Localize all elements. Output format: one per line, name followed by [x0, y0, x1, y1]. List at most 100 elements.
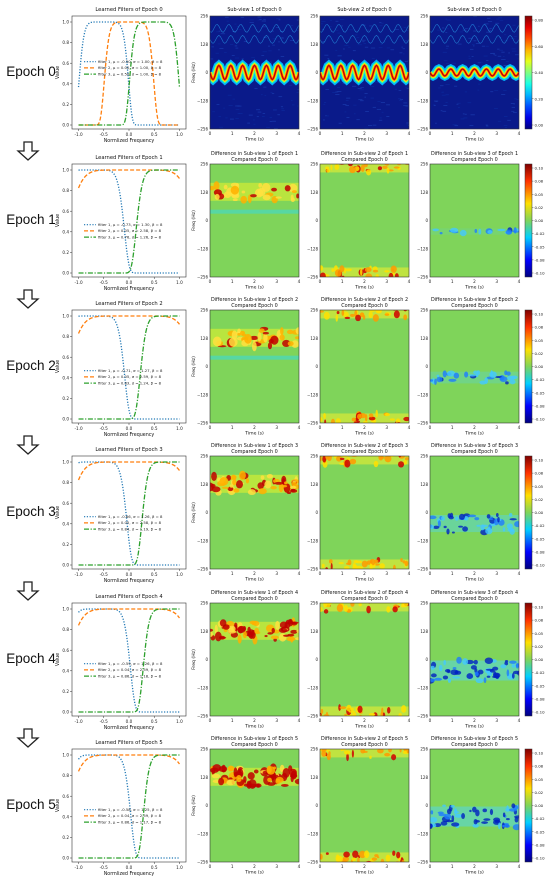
subview-ytick-label: 0	[425, 803, 428, 808]
subview-xlabel: Time (s)	[464, 431, 484, 437]
subview-frame	[319, 748, 410, 863]
filter-ytick-label: 0.4	[62, 229, 69, 234]
subview-texture	[430, 370, 519, 385]
subview-xtick-label: 4	[298, 718, 301, 723]
subview-ylabel: Freq (Hz)	[191, 795, 197, 816]
subview-ytick-label: 128	[200, 775, 208, 780]
subview-xlabel: Time (s)	[464, 577, 484, 583]
subview-panel-3: Difference in Sub-view 3 of Epoch 2Compa…	[417, 297, 521, 437]
colorbar-tick-label: 0.10	[535, 166, 544, 171]
filter-ytick-label: 0.2	[62, 542, 69, 547]
subview-background	[320, 164, 409, 277]
subview-ytick-label: −256	[197, 714, 208, 719]
subview-ytick-label: −128	[197, 246, 208, 251]
diff-neg-band	[430, 228, 519, 235]
filter-3-curve	[78, 461, 180, 566]
subview-ytick-label: 256	[200, 454, 208, 459]
subview-ytick-label: 256	[200, 14, 208, 19]
colorbar-tick-label: -0.05	[535, 829, 546, 834]
subview-title: Difference in Sub-view 3 of Epoch 3	[431, 443, 518, 449]
subview-frame	[319, 455, 410, 570]
subview-ytick-label: 128	[200, 190, 208, 195]
legend-entry-3: filter 3, μ = 0.50, σ = 1.00, β = 8	[98, 71, 162, 76]
subview-panel-2: Difference in Sub-view 2 of Epoch 5Compa…	[307, 736, 411, 876]
colorbar-tick-label: 0.10	[535, 751, 544, 756]
subview-title: Difference in Sub-view 3 of Epoch 2	[431, 297, 518, 303]
filter-ytick-label: 0.8	[62, 188, 69, 193]
subview-xtick-label: 0	[209, 425, 212, 430]
subview-texture	[210, 763, 299, 789]
colorbar-tick-label: 0.08	[535, 471, 544, 476]
subview-title: Compared Epoch 0	[341, 742, 388, 748]
frequency-band	[320, 64, 409, 81]
subview-panel-1: Difference in Sub-view 1 of Epoch 4Compa…	[191, 590, 301, 730]
subview-xtick-label: 0	[319, 425, 322, 430]
filter-ytick-label: 0.8	[62, 334, 69, 339]
colorbar-tick-label: 0.05	[535, 192, 544, 197]
filter-ytick-label: 0.2	[62, 396, 69, 401]
subview-panel-1: Difference in Sub-view 1 of Epoch 1Compa…	[191, 151, 301, 291]
filter-xtick-label: 0.5	[151, 280, 158, 285]
subview-xtick-label: 4	[408, 571, 411, 576]
subview-title: Compared Epoch 0	[341, 303, 388, 309]
subview-xtick-label: 4	[298, 571, 301, 576]
subview-xlabel: Time (s)	[354, 431, 374, 437]
filter-xtick-label: 1.0	[176, 280, 183, 285]
subview-xtick-label: 2	[363, 131, 366, 136]
filter-ylabel: Value	[55, 214, 61, 227]
colorbar-tick-label: -0.05	[535, 536, 546, 541]
filter-ytick-label: 0.4	[62, 521, 69, 526]
subview-ytick-label: 0	[205, 364, 208, 369]
subview-panel-1: Difference in Sub-view 1 of Epoch 5Compa…	[191, 736, 301, 876]
subview-title: Difference in Sub-view 2 of Epoch 4	[321, 590, 408, 596]
subview-title: Compared Epoch 0	[231, 157, 278, 163]
subview-title: Compared Epoch 0	[451, 303, 498, 309]
colorbar-tick-label: 0.02	[535, 205, 544, 210]
filter-ytick-label: 0.6	[62, 501, 69, 506]
filter-2-curve	[77, 169, 180, 189]
colorbar-tick-label: 0.05	[535, 777, 544, 782]
filter-xtick-label: 1.0	[176, 132, 183, 137]
subview-xlabel: Time (s)	[354, 870, 374, 876]
subview-xlabel: Time (s)	[244, 285, 264, 291]
subview-ylabel: Freq (Hz)	[191, 649, 197, 670]
subview-ytick-label: −256	[307, 127, 318, 132]
subview-texture	[210, 326, 299, 360]
subview-ylabel: Freq (Hz)	[191, 502, 197, 523]
subview-ytick-label: 128	[200, 42, 208, 47]
colorbar-tick-label: 0.80	[535, 18, 544, 23]
colorbar-tick-label: 0.10	[535, 605, 544, 610]
epoch-label: Epoch 4	[6, 651, 56, 666]
subview-texture	[320, 310, 409, 423]
subview-title: Difference in Sub-view 1 of Epoch 2	[211, 297, 298, 303]
colorbar-tick-label: 0.08	[535, 764, 544, 769]
filter-3-curve	[78, 754, 180, 859]
filter-xtick-label: 0.0	[126, 426, 133, 431]
subview-ytick-label: 128	[310, 336, 318, 341]
subview-panel-1: Difference in Sub-view 1 of Epoch 3Compa…	[191, 443, 301, 583]
subview-xtick-label: 0	[429, 864, 432, 869]
subview-ytick-label: −256	[417, 421, 428, 426]
subview-xtick-label: 0	[319, 131, 322, 136]
subview-xlabel: Time (s)	[464, 870, 484, 876]
subview-xtick-label: 2	[473, 279, 476, 284]
filter-xlabel: Normlized Frequency	[104, 138, 155, 144]
subview-xtick-label: 4	[408, 864, 411, 869]
diff-cyan-band	[210, 209, 299, 214]
colorbar-tick-label: -0.02	[535, 523, 546, 528]
subview-ytick-label: −128	[307, 246, 318, 251]
subview-ytick-label: 256	[420, 308, 428, 313]
filter-ytick-label: 0.6	[62, 61, 69, 66]
subview-xtick-label: 1	[231, 718, 234, 723]
colorbar: 0.10 0.08 0.05 0.02 0.00 -0.02 -0.05 -0.08 -0.10	[524, 163, 545, 278]
subview-texture	[210, 617, 299, 645]
subview-ytick-label: 0	[315, 364, 318, 369]
colorbar-tick-label: 0.20	[535, 96, 544, 101]
subview-xtick-label: 1	[231, 131, 234, 136]
subview-title: Difference in Sub-view 2 of Epoch 3	[321, 443, 408, 449]
colorbar-tick-label: 0.00	[535, 123, 544, 128]
subview-xtick-label: 2	[473, 864, 476, 869]
filter-xtick-label: 1.0	[176, 426, 183, 431]
subview-frame	[319, 602, 410, 717]
filter-ytick-label: 0.4	[62, 668, 69, 673]
